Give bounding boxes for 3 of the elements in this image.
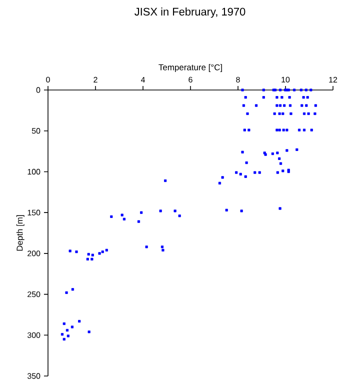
x-axis-title: Temperature [°C] <box>158 64 222 72</box>
chart-title: JISX in February, 1970 <box>134 8 246 18</box>
y-axis-title: Depth [m] <box>16 215 24 251</box>
